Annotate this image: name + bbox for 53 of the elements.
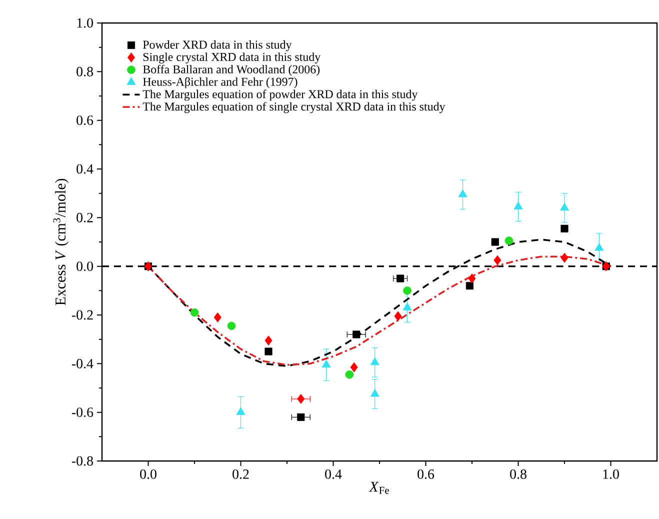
y-tick-label: -0.4: [72, 358, 94, 368]
x-axis-title: X$_{Fe}$: [368, 482, 389, 494]
y-tick-label: 0.6: [76, 116, 94, 126]
point: [514, 202, 523, 210]
legend-label: The Margules equation of single crystal XRD data in this study: [142, 102, 446, 114]
point: [402, 302, 412, 310]
legend-label: Powder XRD data in this study: [142, 40, 292, 52]
point: [403, 286, 412, 295]
point: [297, 413, 305, 421]
point: [491, 238, 499, 246]
x-tick-label: 1.0: [603, 469, 619, 479]
point: [594, 242, 604, 251]
x-tick-label: 0.8: [510, 469, 526, 479]
x-tick-label: 0.4: [325, 469, 342, 479]
y-tick-label: -0.2: [72, 310, 93, 320]
point: [396, 274, 404, 282]
y-tick-label: 1.0: [77, 18, 93, 28]
y-axis-title: Excess V (cm$^{3}$/mole): [53, 178, 69, 306]
legend-label: Boffa Ballaran and Woodland (2006): [142, 64, 320, 76]
point: [468, 274, 476, 284]
point: [560, 202, 570, 211]
point: [352, 330, 360, 338]
x-tick-label: 0.2: [232, 469, 249, 479]
point: [370, 357, 380, 366]
y-tick-label: 0.8: [76, 66, 93, 76]
point: [264, 336, 272, 346]
point: [458, 189, 468, 198]
point: [560, 252, 568, 263]
point: [560, 224, 568, 232]
legend-label: Single crystal XRD data in this study: [143, 52, 321, 64]
legend-label: The Margules equation of powder XRD data in this study: [142, 90, 418, 101]
point: [370, 388, 380, 397]
y-tick-label: 0.2: [76, 212, 93, 222]
point: [190, 308, 199, 317]
y-tick-label: 0.4: [76, 164, 94, 174]
y-tick-label: 0.0: [76, 262, 93, 272]
y-tick-label: -0.8: [72, 456, 93, 466]
point: [350, 362, 358, 372]
y-tick-label: -0.6: [72, 408, 94, 418]
x-tick-label: 0.6: [418, 469, 434, 479]
point: [264, 348, 272, 356]
point: [297, 394, 305, 404]
point: [345, 370, 354, 379]
point: [236, 407, 246, 416]
point: [394, 311, 402, 322]
point: [227, 322, 236, 330]
point: [504, 236, 514, 245]
point: [494, 255, 502, 266]
x-tick-label: 0.0: [140, 469, 156, 479]
point: [214, 312, 222, 322]
point: [322, 360, 331, 368]
point: [466, 282, 474, 290]
legend-label: Heuss-Aβichler and Fehr (1997): [142, 77, 298, 88]
